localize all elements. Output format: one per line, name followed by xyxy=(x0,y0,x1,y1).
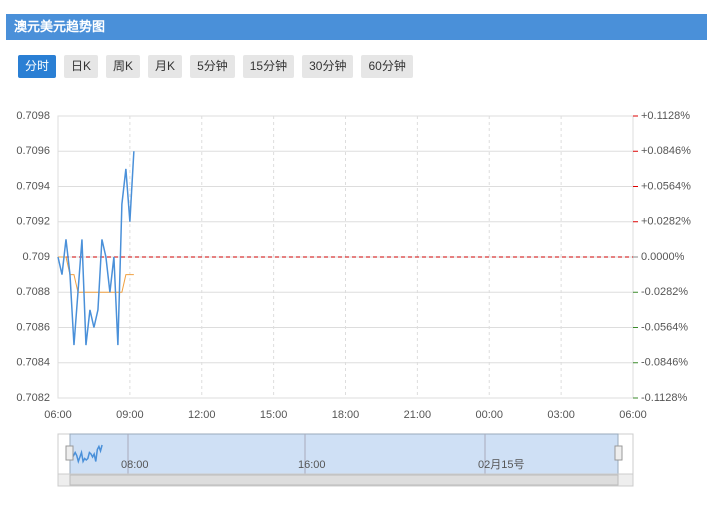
y-tick-label: 0.7098 xyxy=(16,110,50,122)
navigator-label: 08:00 xyxy=(121,459,149,471)
y2-tick-label: -0.0564% xyxy=(641,321,688,333)
x-tick-label: 06:00 xyxy=(619,409,647,421)
series-line xyxy=(57,151,135,346)
y-tick-label: 0.7092 xyxy=(16,216,50,228)
x-tick-label: 03:00 xyxy=(547,409,575,421)
navigator-window xyxy=(69,433,619,475)
navigator-handle[interactable] xyxy=(65,445,74,461)
x-tick-label: 18:00 xyxy=(332,409,360,421)
x-tick-label: 00:00 xyxy=(475,409,503,421)
navigator-handle[interactable] xyxy=(614,445,623,461)
x-tick-label: 12:00 xyxy=(188,409,216,421)
tab[interactable]: 5分钟 xyxy=(190,55,235,78)
x-tick-label: 06:00 xyxy=(44,409,72,421)
header-title: 澳元美元趋势图 xyxy=(6,14,707,40)
y-tick-label: 0.7096 xyxy=(16,145,50,157)
y2-tick-label: -0.1128% xyxy=(641,392,687,404)
navigator-label: 16:00 xyxy=(298,459,326,471)
y2-tick-label: -0.0282% xyxy=(641,286,688,298)
tab[interactable]: 60分钟 xyxy=(361,55,413,78)
x-tick-label: 21:00 xyxy=(404,409,432,421)
y-tick-label: 0.7094 xyxy=(16,180,50,192)
tab[interactable]: 30分钟 xyxy=(302,55,354,78)
y-tick-label: 0.7084 xyxy=(16,357,50,369)
y2-tick-label: +0.1128% xyxy=(641,110,690,122)
y-tick-label: 0.7086 xyxy=(16,321,50,333)
tab[interactable]: 分时 xyxy=(18,55,57,78)
x-tick-label: 09:00 xyxy=(116,409,144,421)
tab[interactable]: 周K xyxy=(106,55,141,78)
y2-tick-label: +0.0846% xyxy=(641,145,691,157)
y2-tick-label: 0.0000% xyxy=(641,251,685,263)
scrollbar-thumb[interactable] xyxy=(69,474,619,486)
y-tick-label: 0.7082 xyxy=(16,392,50,404)
tab-bar: 分时 日K 周K 月K 5分钟 15分钟 30分钟 60分钟 xyxy=(18,55,413,78)
tab[interactable]: 日K xyxy=(64,55,99,78)
navigator-line xyxy=(71,444,103,465)
tab[interactable]: 15分钟 xyxy=(242,55,295,78)
y2-tick-label: -0.0846% xyxy=(641,357,688,369)
y-tick-label: 0.7088 xyxy=(16,286,50,298)
y2-tick-label: +0.0282% xyxy=(641,216,691,228)
y-tick-label: 0.709 xyxy=(22,251,50,263)
tab[interactable]: 月K xyxy=(148,55,183,78)
x-tick-label: 15:00 xyxy=(260,409,288,421)
navigator-label: 02月15号 xyxy=(478,458,524,471)
y2-tick-label: +0.0564% xyxy=(641,180,691,192)
